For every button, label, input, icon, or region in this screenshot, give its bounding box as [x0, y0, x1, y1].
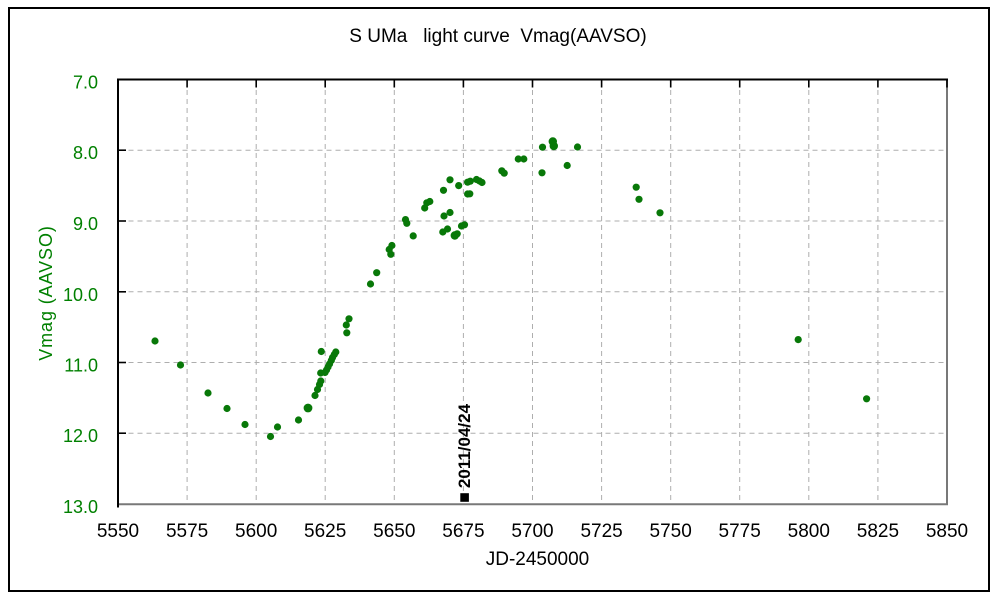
svg-text:S UMa light curve Vmag(AAVS: S UMa light curve Vmag(AAVSO)	[349, 26, 646, 47]
svg-text:5825: 5825	[857, 521, 899, 542]
svg-text:JD-2450000: JD-2450000	[486, 549, 590, 570]
svg-text:5800: 5800	[788, 521, 830, 542]
svg-text:5550: 5550	[97, 521, 139, 542]
svg-text:5650: 5650	[373, 521, 415, 542]
svg-text:9.0: 9.0	[73, 214, 98, 234]
svg-text:5575: 5575	[166, 521, 208, 542]
svg-text:5750: 5750	[650, 521, 692, 542]
svg-text:10.0: 10.0	[63, 285, 98, 305]
svg-text:5600: 5600	[235, 521, 277, 542]
svg-text:5775: 5775	[719, 521, 761, 542]
svg-text:11.0: 11.0	[64, 356, 98, 376]
svg-text:2011/04/24: 2011/04/24	[455, 403, 474, 488]
svg-text:5850: 5850	[926, 521, 968, 542]
svg-text:5675: 5675	[442, 521, 484, 542]
svg-text:Vmag (AAVSO): Vmag (AAVSO)	[36, 225, 56, 361]
svg-text:13.0: 13.0	[63, 497, 98, 517]
svg-text:8.0: 8.0	[73, 143, 98, 163]
svg-text:5725: 5725	[580, 521, 622, 542]
svg-text:5700: 5700	[511, 521, 553, 542]
svg-text:12.0: 12.0	[63, 426, 98, 446]
svg-text:7.0: 7.0	[73, 73, 98, 93]
svg-text:5625: 5625	[304, 521, 346, 542]
